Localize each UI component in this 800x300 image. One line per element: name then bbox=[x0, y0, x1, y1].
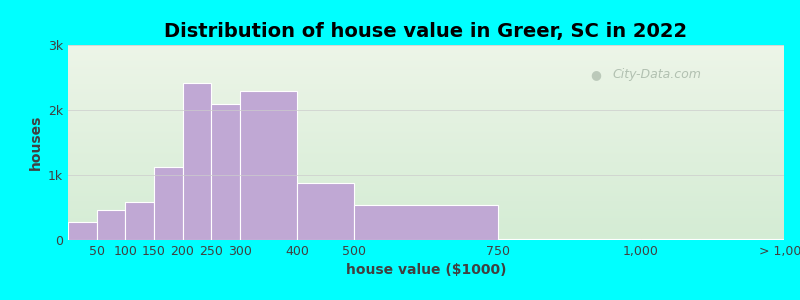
Bar bbox=[182, 83, 211, 240]
Bar bbox=[68, 223, 97, 240]
Bar bbox=[97, 210, 126, 240]
Bar bbox=[211, 103, 240, 240]
Text: ●: ● bbox=[590, 68, 602, 81]
Text: City-Data.com: City-Data.com bbox=[612, 68, 701, 81]
Bar bbox=[641, 239, 784, 240]
Bar bbox=[154, 167, 182, 240]
Title: Distribution of house value in Greer, SC in 2022: Distribution of house value in Greer, SC… bbox=[165, 22, 687, 41]
Y-axis label: houses: houses bbox=[29, 115, 42, 170]
X-axis label: house value ($1000): house value ($1000) bbox=[346, 263, 506, 278]
Bar bbox=[297, 183, 354, 240]
Bar bbox=[240, 91, 297, 240]
Bar bbox=[354, 205, 498, 240]
Bar bbox=[498, 239, 641, 240]
Bar bbox=[126, 202, 154, 240]
